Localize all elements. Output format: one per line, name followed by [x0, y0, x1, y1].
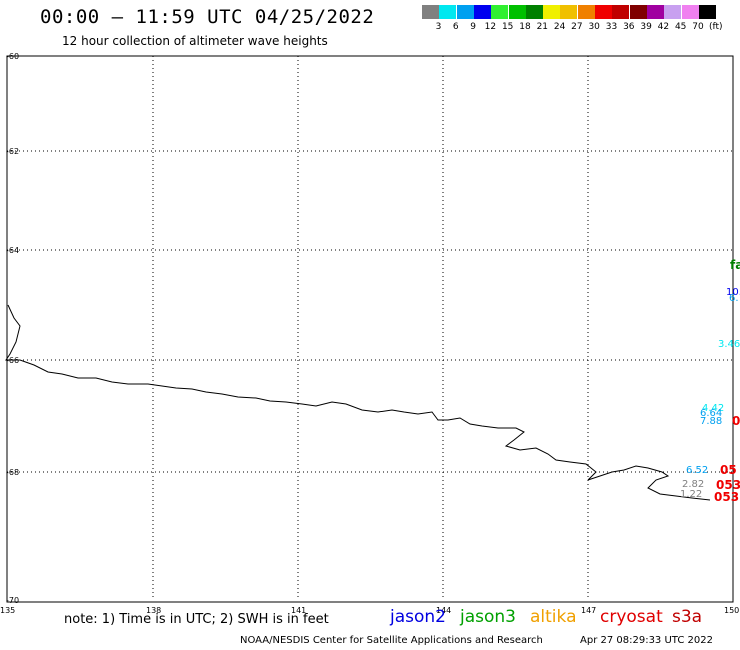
legend-swatch — [491, 5, 509, 19]
longitude-label: 138 — [146, 606, 161, 615]
latitude-label: -70 — [6, 596, 19, 605]
legend-swatch — [560, 5, 578, 19]
legend-swatch — [664, 5, 682, 19]
latitude-label: -60 — [6, 52, 19, 61]
legend-label: 9 — [470, 22, 476, 32]
map-title: 00:00 – 11:59 UTC 04/25/2022 — [40, 6, 375, 28]
satellite-name-s3a: s3a — [672, 607, 703, 627]
legend-label: 18 — [519, 22, 531, 32]
legend-unit: (ft) — [709, 22, 723, 32]
legend-label: 42 — [657, 22, 670, 32]
map-subtitle: 12 hour collection of altimeter wave hei… — [62, 34, 328, 48]
timestamp-text: Apr 27 08:29:33 UTC 2022 — [580, 635, 713, 646]
legend-label: 24 — [553, 22, 566, 32]
longitude-label: 147 — [581, 606, 596, 615]
swh-observation-label: 2.82 — [682, 479, 705, 490]
legend-label: 21 — [536, 22, 549, 32]
swh-observation-label: 05 — [720, 463, 737, 477]
legend-label: 27 — [571, 22, 583, 32]
satellite-name-jason2: jason2 — [390, 607, 446, 627]
swh-observation-label: 4.42 — [702, 403, 725, 414]
swh-observation-label: 053 — [714, 490, 740, 504]
legend-label: 12 — [484, 22, 497, 32]
legend-label: 45 — [674, 22, 687, 32]
swh-observation-label: 7.88 — [700, 416, 723, 427]
swh-observation-label: 6.64 — [700, 408, 723, 419]
legend-swatch — [439, 5, 457, 19]
antarctic-coastline — [5, 304, 711, 501]
longitude-label: 141 — [291, 606, 306, 615]
swh-observation-label: 6.52 — [686, 465, 709, 476]
legend-label: 6 — [452, 22, 459, 32]
longitude-label: 135 — [0, 606, 15, 615]
swh-observation-label: 10. — [726, 287, 740, 298]
credit-text: NOAA/NESDIS Center for Satellite Applica… — [240, 635, 543, 646]
legend-swatch — [577, 5, 595, 19]
legend-swatch — [525, 5, 543, 19]
legend-label: 33 — [605, 22, 618, 32]
swh-observation-label: 3.46 — [718, 339, 740, 350]
longitude-label: 150 — [724, 606, 739, 615]
swh-observation-label: fa — [730, 258, 740, 272]
swh-observation-label: 053 — [716, 478, 740, 492]
legend-swatch — [612, 5, 630, 19]
swh-observation-label: 6. — [729, 293, 739, 304]
legend-swatch — [595, 5, 612, 19]
legend-swatch — [681, 5, 699, 19]
legend-label: 39 — [640, 22, 652, 32]
satellite-name-altika: altika — [530, 607, 577, 627]
latitude-label: -62 — [6, 147, 19, 156]
legend-swatch — [422, 5, 439, 19]
legend-label: 70 — [692, 22, 704, 32]
legend-label: 15 — [501, 22, 514, 32]
wave-height-color-legend: (ft) 3 6 9 12 15 18 21 24 27 30 33 36 39 42 45 70 — [422, 5, 728, 37]
units-note: note: 1) Time is in UTC; 2) SWH is in fe… — [64, 612, 329, 627]
latitude-label: -64 — [6, 246, 19, 255]
legend-swatch — [698, 5, 716, 19]
legend-swatch — [456, 5, 474, 19]
latitude-label: -68 — [6, 468, 19, 477]
swh-observation-label: 0 — [732, 414, 740, 428]
legend-swatch — [543, 5, 561, 19]
satellite-name-jason3: jason3 — [460, 607, 516, 627]
legend-swatch — [646, 5, 664, 19]
graticule: 135 138 141 144 147 150-60-62-64-66-68-70 — [0, 52, 739, 615]
legend-swatch — [473, 5, 491, 19]
legend-label: 36 — [623, 22, 635, 32]
legend-label: 3 — [435, 22, 442, 32]
longitude-label: 144 — [436, 606, 451, 615]
swh-observation-label: 1.22 — [680, 489, 703, 500]
legend-swatch — [629, 5, 647, 19]
satellite-name-cryosat: cryosat — [600, 607, 663, 627]
legend-label: 30 — [588, 22, 600, 32]
legend-swatch — [508, 5, 526, 19]
map-frame — [6, 55, 734, 603]
